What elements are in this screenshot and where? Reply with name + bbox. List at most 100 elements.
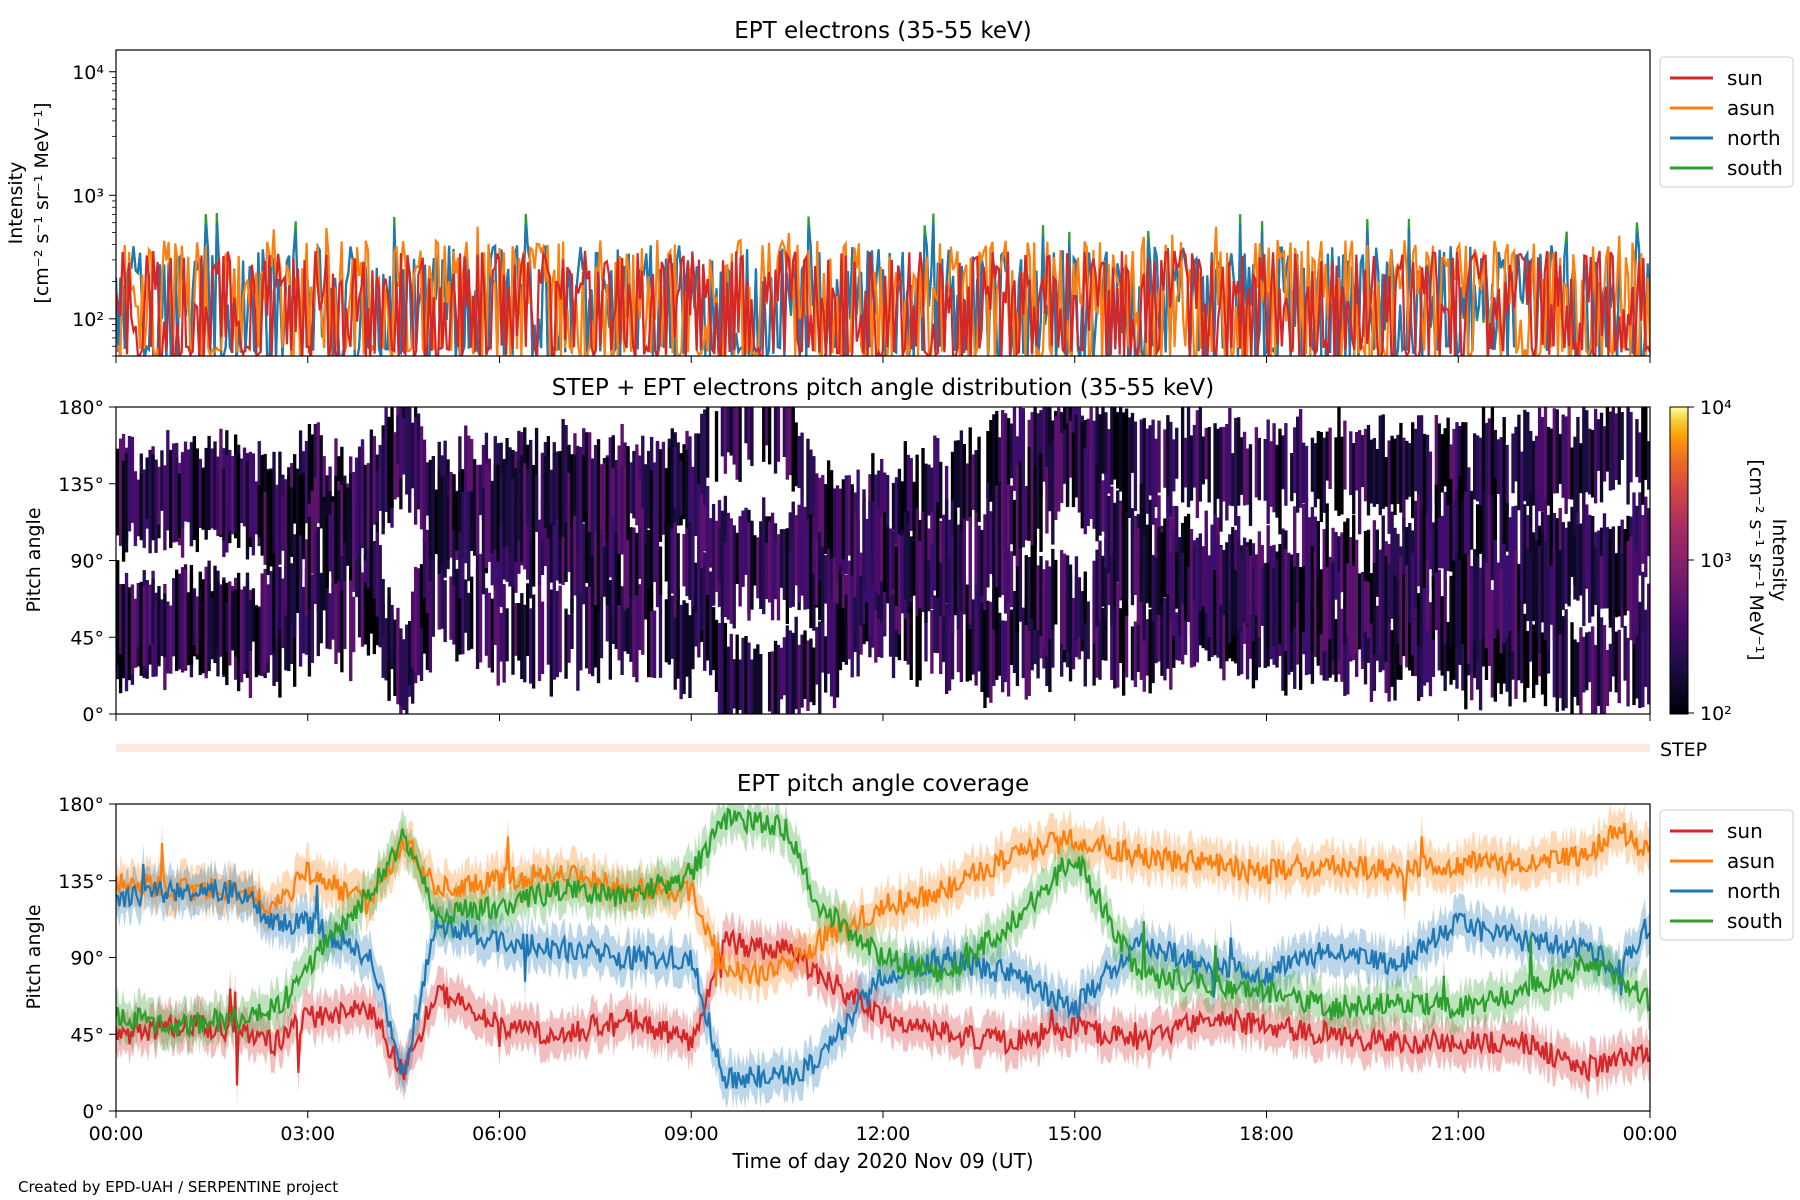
y-tick-label: 10³ [72,185,104,207]
pad-cell [894,547,899,607]
pad-cell [411,591,415,668]
pad-cell [405,650,409,702]
pad-cell [1608,411,1613,491]
pad-cell [1133,421,1138,511]
pad-cell [1464,491,1468,584]
pad-cell [133,602,138,668]
pad-cell [1416,494,1421,587]
pad-cell [310,491,315,574]
pad-cell [944,499,949,604]
pad-cell [1617,407,1621,485]
pad-cell [1393,575,1397,637]
pad-cell [437,468,441,574]
pad-cell [1499,613,1503,695]
pad-cell [1419,415,1424,520]
pad-cell [1470,566,1474,674]
pad-cell [319,435,323,529]
pad-cell [711,607,716,670]
x-axis-label: Time of day 2020 Nov 09 (UT) [732,1149,1034,1173]
pad-cell [824,636,828,693]
pad-cell [1024,555,1028,626]
pad-cell [611,467,615,517]
pad-cell [1425,434,1430,534]
pad-cell [1325,431,1329,481]
pad-cell [1316,431,1320,499]
pad-cell [936,438,940,544]
pad-cell [788,512,792,583]
pad-cell [897,468,902,550]
pad-cell [1189,435,1194,501]
pad-cell [596,525,601,612]
pad-cell [697,478,701,566]
pad-cell [396,415,400,464]
pad-cell [1384,457,1388,507]
pad-cell [841,572,846,637]
pad-cell [944,465,949,529]
pad-cell [956,591,961,673]
colorbar: 10² 10³ 10⁴ Intensity [cm⁻² s⁻¹ sr⁻¹ MeV… [1669,397,1790,725]
pad-cell [293,454,297,524]
pad-cell [1060,433,1064,504]
pad-cell [1487,494,1492,569]
pad-cell [260,573,264,667]
pad-cell [1576,642,1580,706]
pad-cell [1231,527,1235,636]
pad-cell [614,460,618,534]
pad-cell [1511,558,1515,652]
pad-cell [216,456,220,537]
pad-cell [1083,580,1087,687]
pad-cell [537,582,542,682]
pad-cell [1570,622,1574,714]
pad-cell [803,630,807,699]
pad-cell [1464,422,1468,493]
legend-label-sun: sun [1727,66,1763,90]
pad-cell [1384,555,1388,662]
pad-cell [1534,540,1539,632]
pad-cell [183,569,188,669]
pad-cell [900,481,905,546]
coverage-line-north [116,863,1650,1089]
pad-cell [470,491,474,551]
pad-cell [573,517,577,596]
pad-cell [1124,512,1129,600]
pad-cell [933,435,937,529]
pad-cell [419,564,424,628]
pad-cell [1363,580,1368,632]
pad-cell [995,608,999,680]
pad-cell [304,441,309,524]
pad-cell [1015,465,1020,567]
pad-cell [236,572,241,669]
pad-cell [812,524,816,631]
panel1-ylabel-line2: [cm⁻² s⁻¹ sr⁻¹ MeV⁻¹] [31,102,53,303]
pad-cell [116,560,120,666]
pad-cell [1596,534,1601,612]
pad-cell [1287,566,1291,658]
pad-cell [567,472,571,535]
y-tick-label: 90° [70,948,104,970]
pad-cell [1213,423,1217,528]
pad-cell [481,445,486,520]
pad-cell [1632,620,1636,706]
pad-cell [989,511,993,574]
x-tick-label: 09:00 [664,1123,719,1145]
coverage-line-asun [116,822,1650,988]
pad-cell [166,601,170,674]
pad-cell [1588,514,1592,623]
pad-cell [1086,452,1090,526]
pad-cell [685,502,689,597]
pad-cell [419,592,424,681]
pad-cell [517,603,521,661]
pad-cell [1263,439,1267,501]
pad-cell [422,439,427,542]
pad-cell [767,407,772,465]
pad-cell [552,453,556,526]
pad-cell [257,485,261,538]
pad-cell [995,410,999,520]
pad-cell [1638,601,1642,708]
pad-cell [968,516,972,624]
pad-cell [750,407,754,467]
pad-cell [1266,562,1270,648]
pad-cell [390,604,394,654]
pad-cell [1290,453,1294,502]
legend-label-south: south [1727,909,1783,933]
